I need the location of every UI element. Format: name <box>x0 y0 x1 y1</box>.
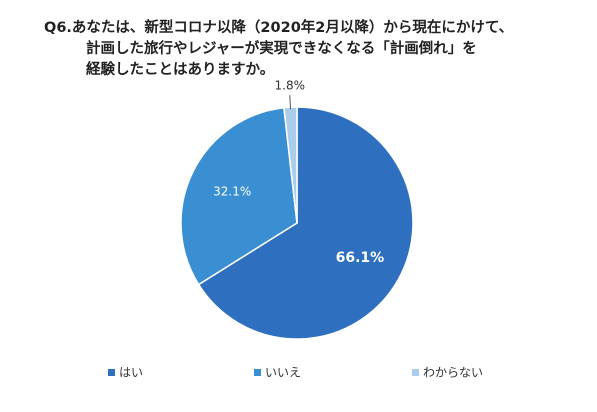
data-label: 66.1% <box>336 250 385 266</box>
data-label: 1.8% <box>275 79 306 93</box>
leader-line <box>289 95 292 110</box>
chart-title: 経験したことはありますか。 <box>86 60 274 78</box>
legend-marker <box>254 369 261 376</box>
pie-slice <box>197 106 414 340</box>
chart-title: Q6.あなたは、新型コロナ以降（2020年2月以降）から現在にかけて、 <box>44 18 513 36</box>
chart-title: 計画した旅行やレジャーが実現できなくなる「計画倒れ」を <box>86 39 477 57</box>
legend-marker <box>108 369 115 376</box>
legend-label: わからない <box>423 366 483 380</box>
data-label: 32.1% <box>213 184 251 198</box>
legend-label: いいえ <box>265 366 301 380</box>
legend-marker <box>412 369 419 376</box>
legend-label: はい <box>119 366 143 380</box>
pie-slice <box>180 106 298 286</box>
